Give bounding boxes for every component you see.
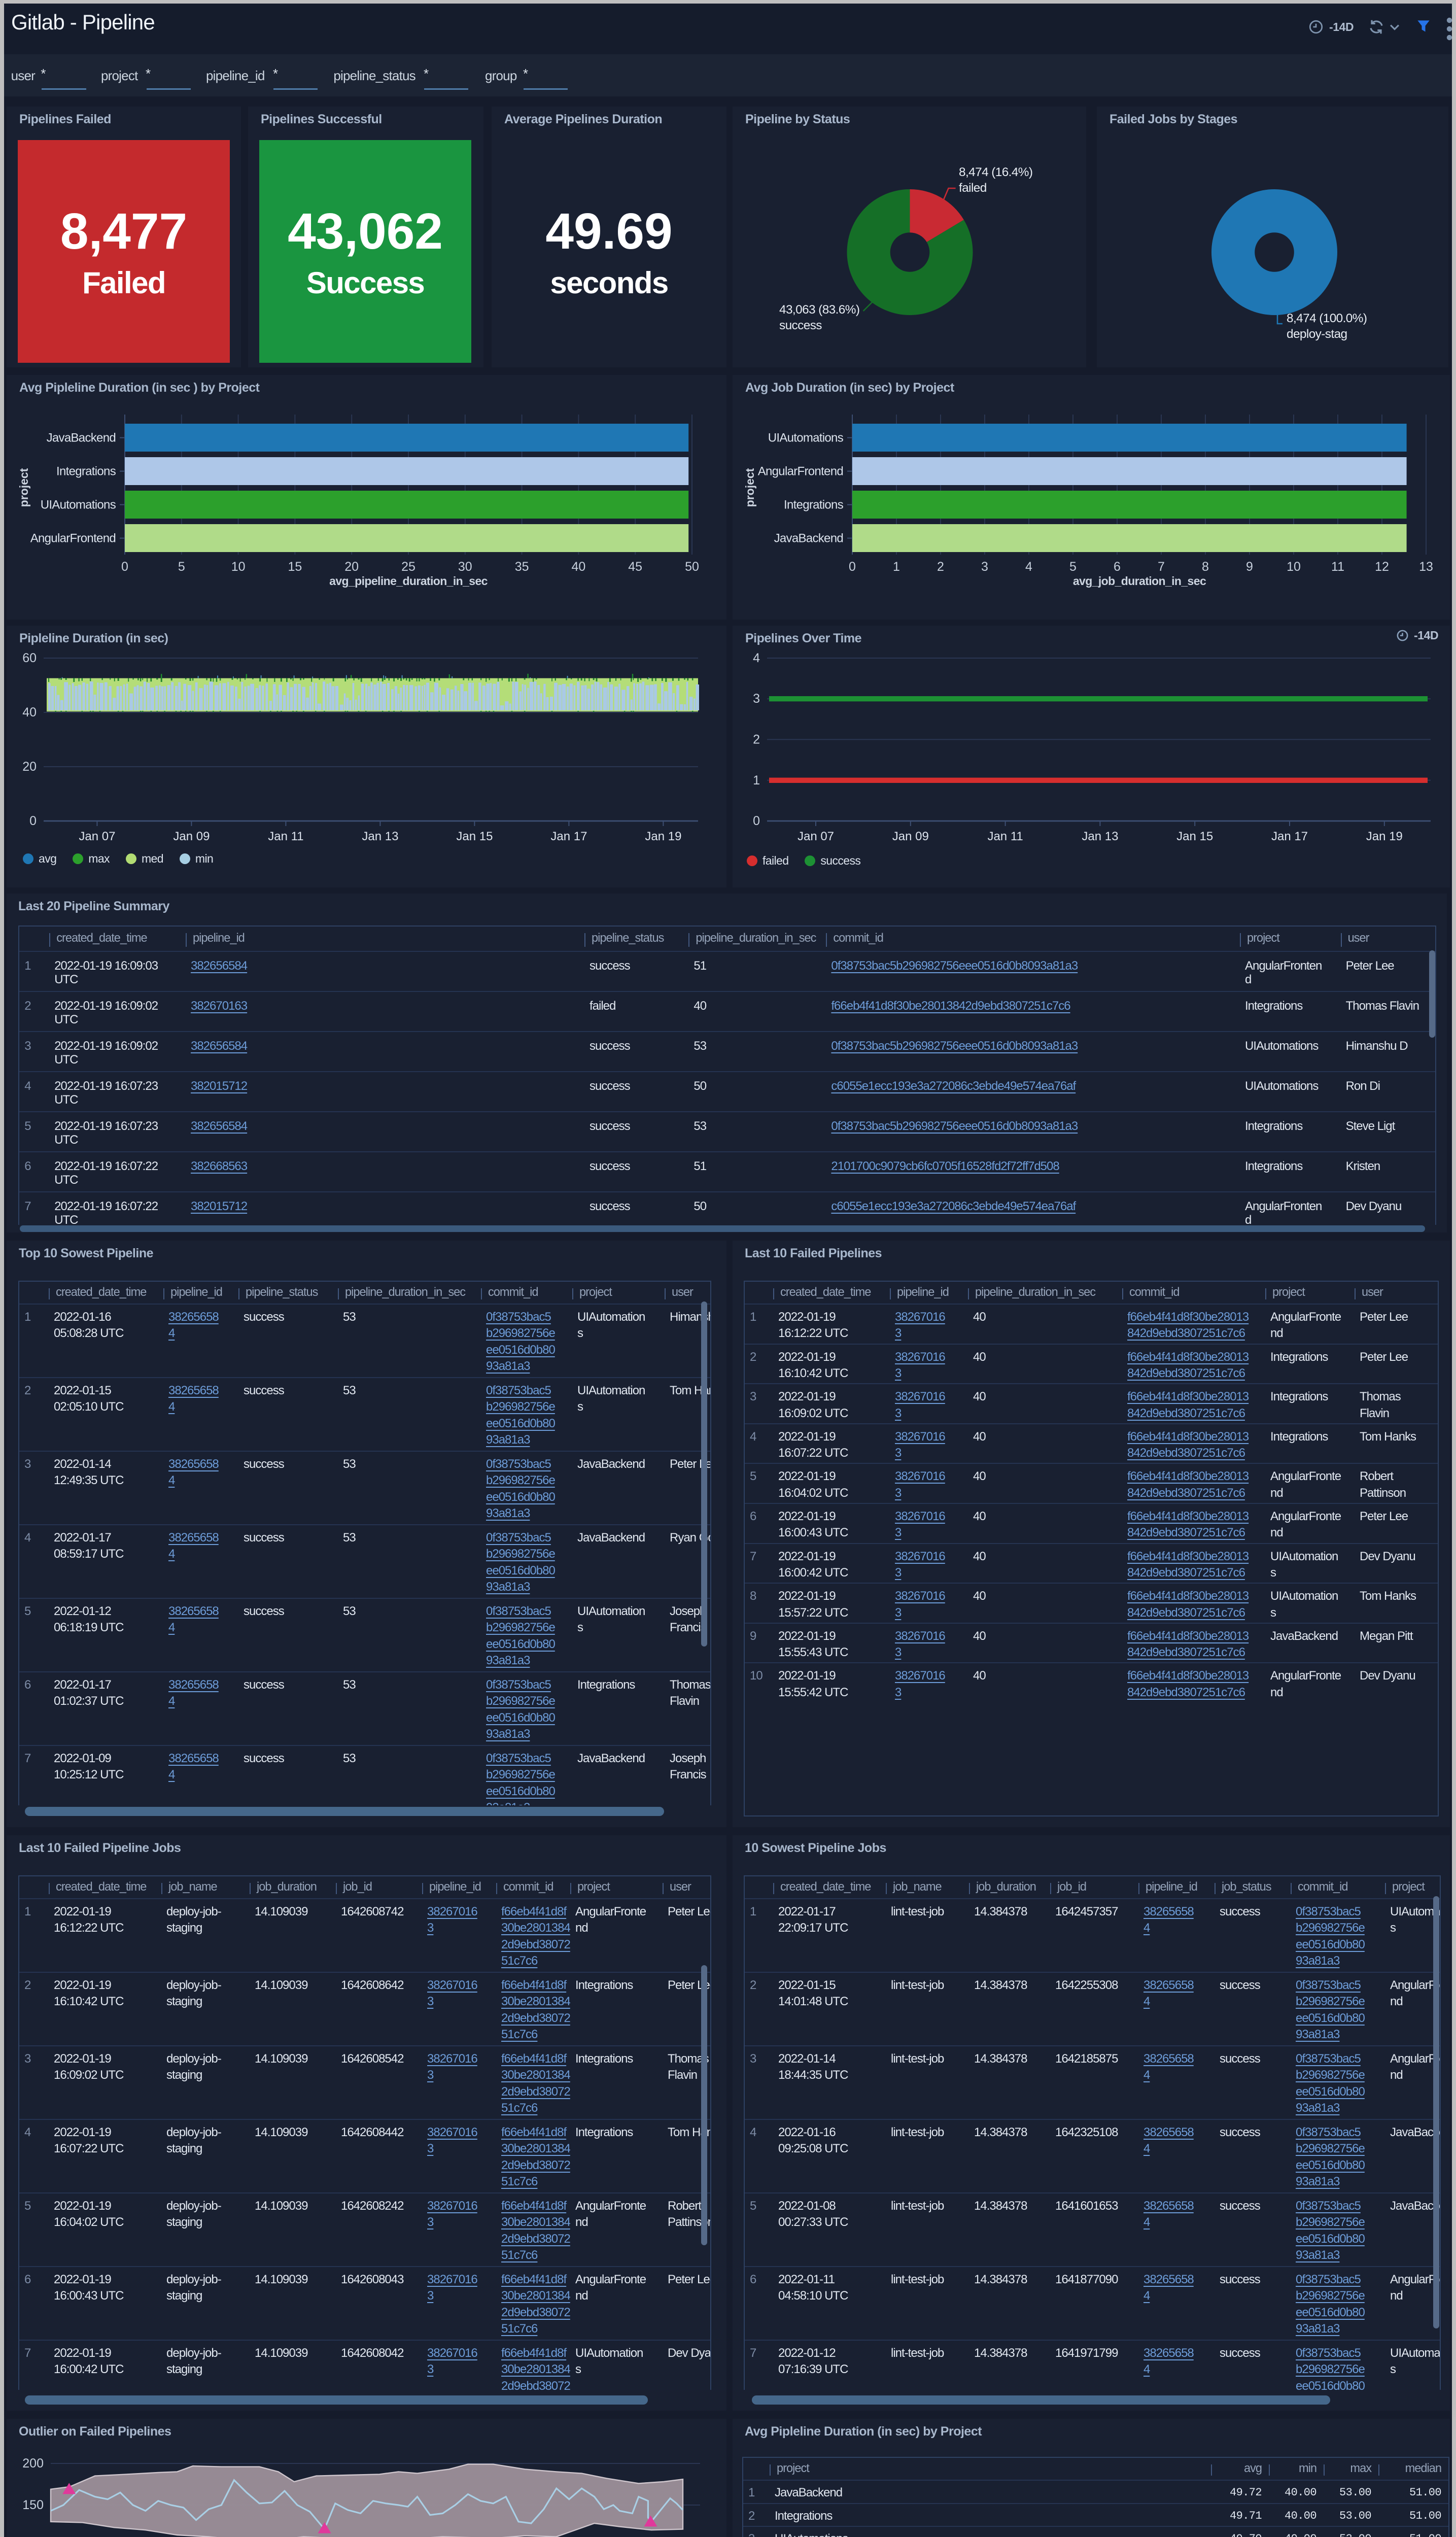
svg-text:Jan 11: Jan 11	[268, 830, 303, 843]
svg-text:20: 20	[344, 560, 359, 574]
svg-text:Jan 09: Jan 09	[173, 830, 210, 843]
svg-text:1: 1	[753, 773, 760, 787]
svg-text:0: 0	[753, 814, 760, 828]
svg-text:40: 40	[571, 560, 585, 574]
svg-text:2: 2	[937, 560, 944, 574]
svg-text:Integrations: Integrations	[784, 498, 844, 512]
svg-text:Jan 19: Jan 19	[1366, 830, 1403, 843]
svg-text:avg_pipeline_duration_in_sec: avg_pipeline_duration_in_sec	[329, 574, 488, 588]
svg-text:4: 4	[753, 651, 760, 665]
svg-text:AngularFrontend: AngularFrontend	[758, 465, 843, 478]
svg-text:Integrations: Integrations	[56, 465, 116, 478]
svg-text:Jan 19: Jan 19	[645, 830, 681, 843]
svg-text:Jan 13: Jan 13	[1082, 830, 1118, 843]
svg-text:150: 150	[22, 2498, 44, 2512]
svg-text:30: 30	[458, 560, 472, 574]
svg-text:Jan 07: Jan 07	[79, 830, 115, 843]
svg-text:3: 3	[981, 560, 988, 574]
svg-text:60: 60	[22, 651, 37, 665]
svg-text:5: 5	[1069, 560, 1077, 574]
svg-text:50: 50	[685, 560, 699, 574]
svg-text:Jan 13: Jan 13	[362, 830, 398, 843]
svg-text:13: 13	[1419, 560, 1433, 574]
svg-text:9: 9	[1246, 560, 1253, 574]
svg-text:UIAutomations: UIAutomations	[768, 431, 844, 445]
svg-text:JavaBackend: JavaBackend	[774, 532, 843, 545]
svg-text:20: 20	[22, 760, 37, 774]
svg-text:0: 0	[29, 814, 37, 828]
svg-text:11: 11	[1331, 560, 1344, 574]
svg-text:Jan 17: Jan 17	[550, 830, 587, 843]
svg-text:40: 40	[22, 705, 37, 719]
svg-text:Jan 11: Jan 11	[987, 830, 1023, 843]
svg-text:JavaBackend: JavaBackend	[47, 431, 116, 445]
svg-text:15: 15	[288, 560, 302, 574]
svg-text:Jan 09: Jan 09	[892, 830, 929, 843]
svg-text:Jan 07: Jan 07	[798, 830, 834, 843]
svg-text:avg_job_duration_in_sec: avg_job_duration_in_sec	[1073, 574, 1206, 588]
svg-text:3: 3	[753, 692, 760, 706]
svg-text:project: project	[17, 468, 30, 507]
svg-text:12: 12	[1375, 560, 1389, 574]
svg-text:200: 200	[22, 2456, 44, 2471]
svg-text:6: 6	[1114, 560, 1121, 574]
svg-text:8: 8	[1202, 560, 1209, 574]
svg-text:4: 4	[1025, 560, 1032, 574]
svg-text:35: 35	[515, 560, 529, 574]
svg-text:10: 10	[1287, 560, 1301, 574]
svg-text:Jan 15: Jan 15	[456, 830, 493, 843]
svg-text:2: 2	[753, 732, 760, 746]
svg-text:0: 0	[849, 560, 856, 574]
svg-text:45: 45	[628, 560, 642, 574]
svg-text:0: 0	[121, 560, 128, 574]
svg-text:Jan 15: Jan 15	[1176, 830, 1213, 843]
svg-text:7: 7	[1158, 560, 1165, 574]
svg-text:5: 5	[178, 560, 185, 574]
svg-text:UIAutomations: UIAutomations	[41, 498, 116, 512]
svg-text:10: 10	[231, 560, 246, 574]
svg-text:1: 1	[893, 560, 900, 574]
svg-text:25: 25	[401, 560, 415, 574]
svg-text:AngularFrontend: AngularFrontend	[30, 532, 116, 545]
svg-text:Jan 17: Jan 17	[1271, 830, 1308, 843]
svg-text:project: project	[743, 468, 756, 507]
